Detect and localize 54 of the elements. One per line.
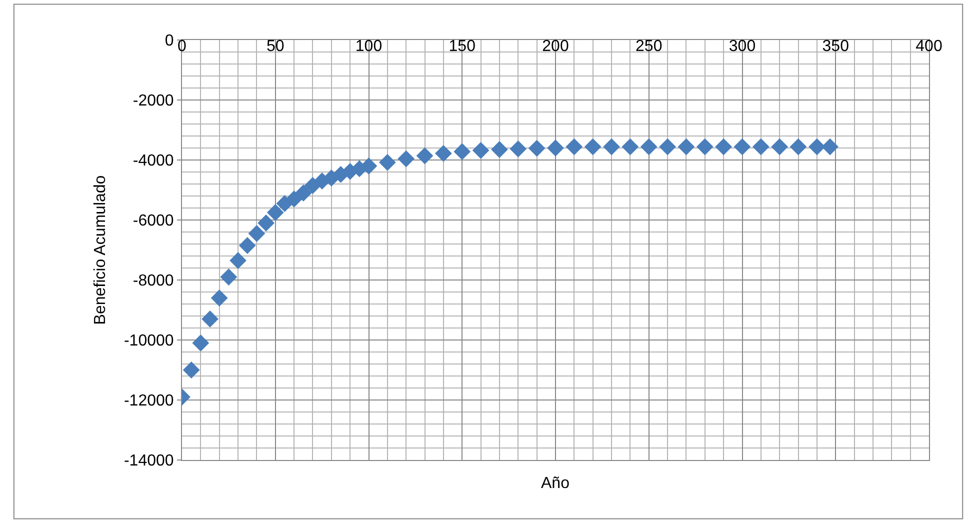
point bbox=[771, 138, 788, 156]
point bbox=[696, 138, 714, 156]
x-tick-label: 350 bbox=[822, 38, 850, 55]
point bbox=[258, 214, 274, 232]
point bbox=[822, 138, 838, 156]
x-tick-label: 250 bbox=[636, 38, 662, 55]
point bbox=[238, 237, 256, 254]
point bbox=[752, 138, 770, 156]
point bbox=[378, 154, 396, 171]
y-tick-label: -12000 bbox=[124, 392, 174, 410]
point bbox=[266, 204, 284, 221]
point bbox=[715, 138, 732, 156]
point bbox=[294, 184, 312, 202]
point bbox=[659, 138, 676, 156]
x-tick-label: 300 bbox=[728, 38, 756, 55]
y-tick-label: -4000 bbox=[132, 152, 174, 170]
point bbox=[790, 138, 807, 156]
x-tick-label: 0 bbox=[178, 38, 187, 55]
point bbox=[622, 138, 639, 156]
point bbox=[210, 290, 228, 306]
point bbox=[182, 362, 200, 378]
point bbox=[808, 138, 826, 156]
point bbox=[398, 150, 415, 168]
y-tick-label: -2000 bbox=[132, 92, 174, 110]
point bbox=[435, 144, 452, 162]
point bbox=[416, 147, 434, 164]
point bbox=[528, 140, 546, 157]
point bbox=[603, 138, 620, 156]
y-tick-label: -14000 bbox=[124, 452, 174, 470]
point bbox=[734, 138, 751, 156]
x-tick-label: 100 bbox=[355, 38, 382, 55]
point bbox=[547, 140, 564, 156]
y-axis-title: Beneficio Acumulado bbox=[92, 175, 109, 325]
point bbox=[192, 334, 210, 352]
y-tick-label: -10000 bbox=[124, 332, 174, 350]
x-tick-label: 400 bbox=[916, 38, 942, 55]
point bbox=[454, 143, 471, 160]
point bbox=[202, 310, 218, 328]
y-tick-label: -8000 bbox=[132, 272, 174, 290]
point bbox=[472, 142, 490, 159]
point bbox=[248, 225, 266, 242]
point bbox=[230, 252, 246, 269]
point bbox=[640, 138, 658, 156]
point bbox=[566, 138, 583, 156]
point bbox=[510, 140, 527, 158]
point bbox=[678, 138, 695, 156]
x-tick-label: 150 bbox=[448, 38, 476, 55]
x-tick-label: 200 bbox=[542, 38, 569, 55]
y-tick-label: -6000 bbox=[132, 212, 174, 230]
point bbox=[491, 141, 508, 158]
x-axis-title: Año bbox=[541, 475, 570, 492]
point bbox=[584, 138, 602, 156]
x-tick-label: 50 bbox=[266, 38, 284, 55]
point bbox=[220, 268, 238, 286]
